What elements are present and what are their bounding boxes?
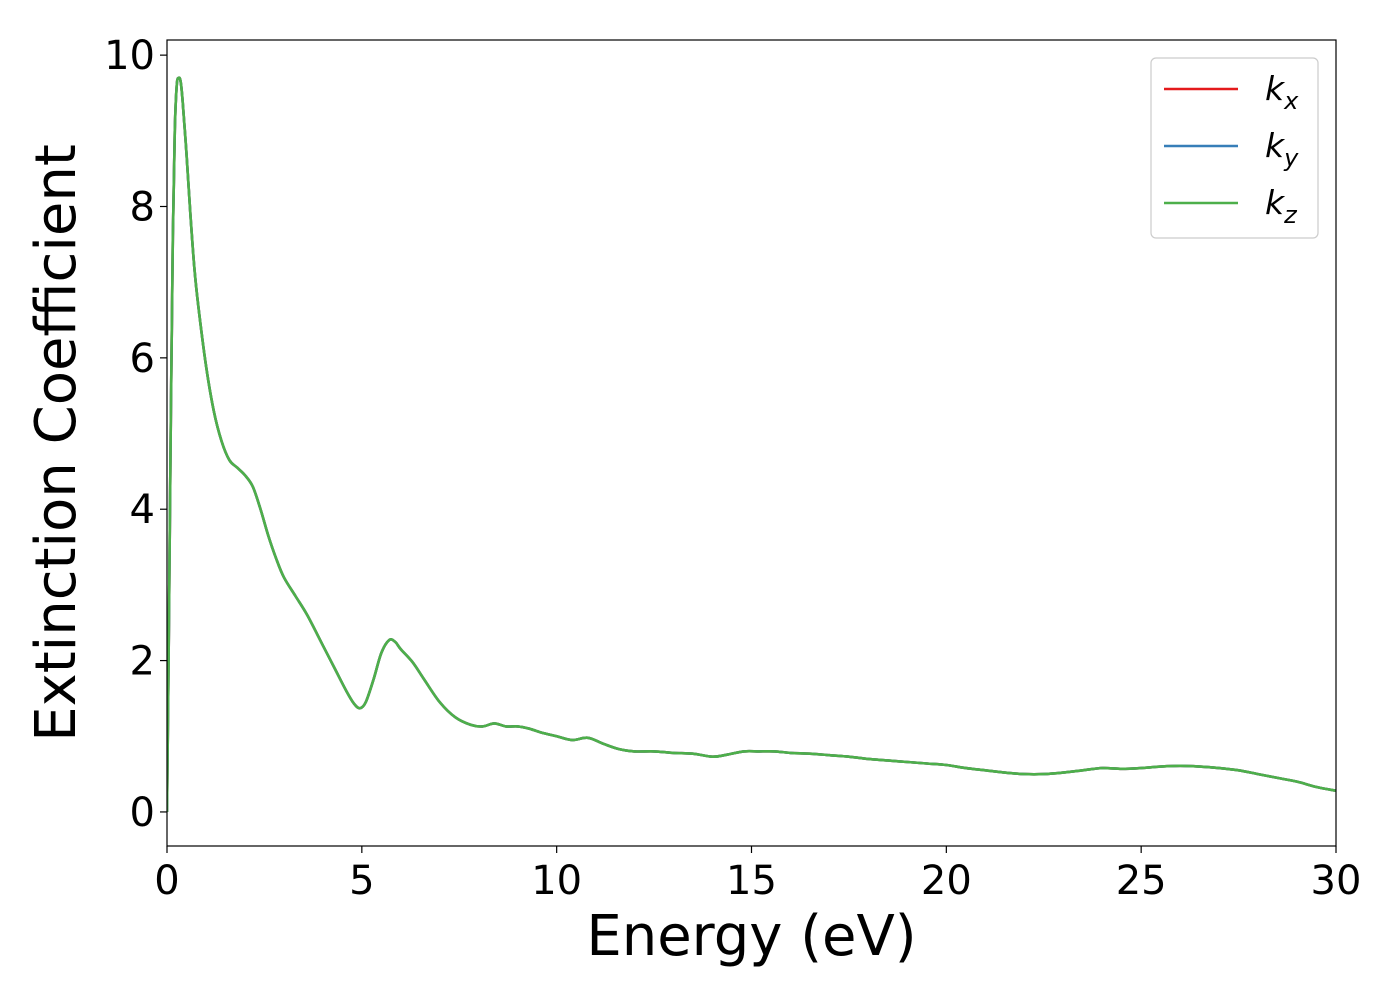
y-axis-label: Extinction Coefficient [24, 144, 89, 742]
legend-label-x: kx [1265, 69, 1299, 115]
series-layer [167, 76, 1336, 812]
legend: kx ky kz [1150, 57, 1319, 239]
y-tick-label: 10 [104, 33, 155, 79]
x-tick-label: 20 [921, 858, 972, 904]
y-tick-label: 0 [130, 790, 155, 836]
x-tick-label: 25 [1116, 858, 1167, 904]
ticks-layer: 0 5 10 15 20 25 30 0 2 4 6 8 10 [104, 33, 1361, 904]
x-tick-label: 15 [726, 858, 777, 904]
y-tick-label: 8 [130, 184, 155, 230]
y-tick-label: 6 [130, 336, 155, 382]
y-tick-label: 2 [130, 639, 155, 685]
series-line-z [167, 76, 1336, 812]
x-axis-label: Energy (eV) [586, 904, 916, 969]
legend-box [1150, 57, 1319, 239]
x-tick-label: 0 [154, 858, 179, 904]
x-tick-label: 5 [349, 858, 374, 904]
y-tick-label: 4 [130, 487, 155, 533]
x-tick-label: 30 [1311, 858, 1362, 904]
legend-label-z: kz [1265, 183, 1298, 229]
x-tick-label: 10 [531, 858, 582, 904]
legend-label-y: ky [1265, 126, 1299, 172]
